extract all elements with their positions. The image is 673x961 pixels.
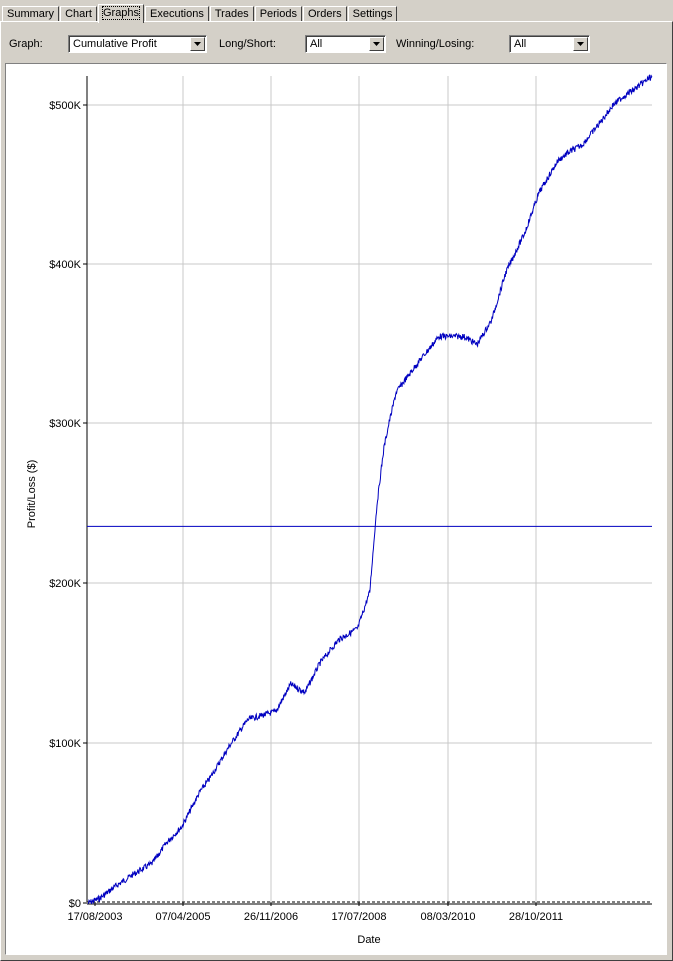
y-tick-label: $100K <box>49 738 81 750</box>
y-tick-label: $300K <box>49 418 81 430</box>
tab-graphs[interactable]: Graphs <box>97 4 145 23</box>
graph-select-value: Cumulative Profit <box>73 38 157 50</box>
tab-label: Summary <box>7 8 55 20</box>
y-tick-label: $500K <box>49 100 81 112</box>
chevron-down-icon <box>194 42 201 46</box>
winning-losing-select-value: All <box>514 38 527 50</box>
y-tick-label: $0 <box>69 898 81 910</box>
winning-losing-select[interactable]: All <box>509 35 590 53</box>
tab-periods[interactable]: Periods <box>254 6 302 22</box>
tab-label: Periods <box>259 8 297 20</box>
tab-label: Orders <box>307 8 342 20</box>
tab-label: Chart <box>65 8 92 20</box>
cumulative-profit-chart: 17/08/2003 07/04/2005 26/11/2006 17/07/2008… <box>26 74 653 946</box>
tab-strip: Summary Chart Graphs Executions Trades Period… <box>2 4 398 23</box>
x-tick-label: 07/04/2005 <box>155 911 210 923</box>
long-short-select[interactable]: All <box>305 35 386 53</box>
x-tick-label: 26/11/2006 <box>244 911 298 923</box>
winning-losing-label: Winning/Losing: <box>396 38 475 50</box>
winning-losing-dropdown-button[interactable] <box>573 37 588 51</box>
long-short-select-value: All <box>310 38 323 50</box>
x-axis-label: Date <box>357 934 380 946</box>
x-tick-label: 17/07/2008 <box>331 911 386 923</box>
y-axis-label: Profit/Loss ($) <box>26 460 38 528</box>
tab-settings[interactable]: Settings <box>347 6 398 22</box>
tab-trades[interactable]: Trades <box>209 6 254 22</box>
x-tick-label: 28/10/2011 <box>509 911 563 923</box>
tab-summary[interactable]: Summary <box>2 6 60 22</box>
tab-executions[interactable]: Executions <box>145 6 209 22</box>
tab-chart[interactable]: Chart <box>60 6 97 22</box>
long-short-label: Long/Short: <box>219 38 276 50</box>
y-tick-label: $200K <box>49 578 81 590</box>
tab-label: Executions <box>150 8 204 20</box>
tab-label: Graphs <box>101 6 141 20</box>
graph-label: Graph: <box>9 38 43 50</box>
tab-label: Trades <box>214 8 249 20</box>
x-tick-label: 17/08/2003 <box>67 911 122 923</box>
long-short-dropdown-button[interactable] <box>369 37 384 51</box>
x-tick-label: 08/03/2010 <box>420 911 475 923</box>
y-tick-label: $400K <box>49 259 81 271</box>
graph-dropdown-button[interactable] <box>190 37 205 51</box>
chevron-down-icon <box>373 42 380 46</box>
chart-area[interactable]: 17/08/2003 07/04/2005 26/11/2006 17/07/2008… <box>5 63 667 955</box>
chevron-down-icon <box>577 42 584 46</box>
cumulative-profit-series <box>87 74 653 905</box>
graph-select[interactable]: Cumulative Profit <box>68 35 207 53</box>
tab-orders[interactable]: Orders <box>302 6 347 22</box>
tab-label: Settings <box>352 8 393 20</box>
